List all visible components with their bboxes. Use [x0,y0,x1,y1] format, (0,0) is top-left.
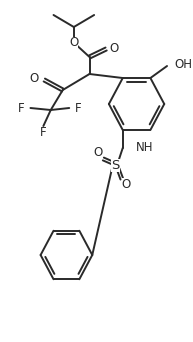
Text: O: O [93,146,102,159]
Text: F: F [18,102,25,115]
Text: O: O [69,37,78,50]
Text: O: O [110,41,119,54]
Text: O: O [30,71,39,84]
Text: S: S [111,159,119,172]
Text: O: O [122,179,131,192]
Text: NH: NH [136,142,153,155]
Text: F: F [75,102,81,115]
Text: OH: OH [174,57,192,70]
Text: F: F [40,127,47,140]
